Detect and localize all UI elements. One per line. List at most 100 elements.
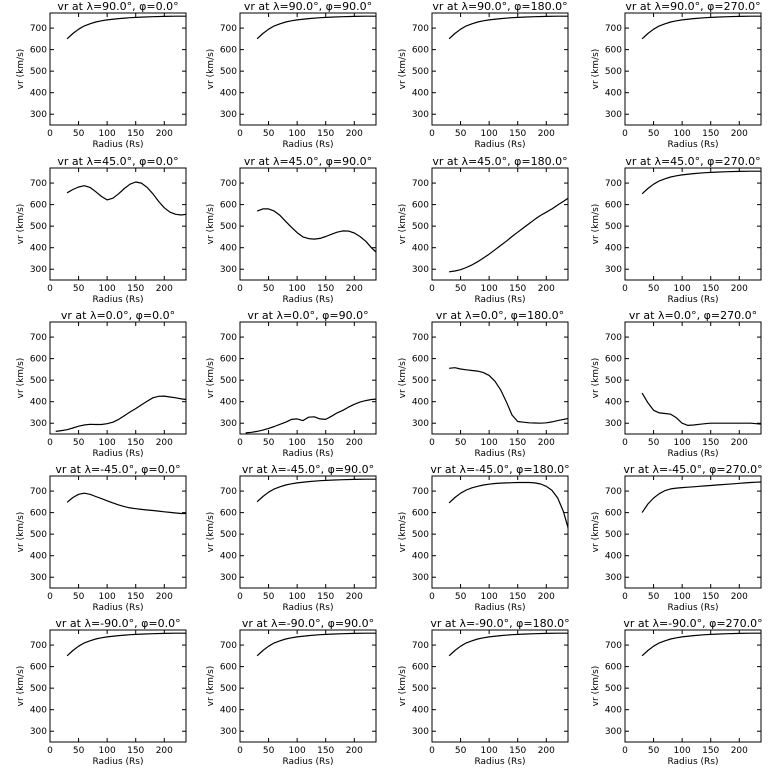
y-tick-label: 300 — [412, 727, 429, 737]
y-tick-label: 600 — [412, 663, 429, 673]
x-tick-label: 50 — [73, 129, 85, 139]
x-tick-label: 100 — [289, 592, 306, 602]
subplot: vr at λ=90.0°, φ=0.0° 0 50 100 150 200 300 400 5… — [16, 0, 187, 150]
y-tick-label: 600 — [605, 201, 622, 211]
y-tick-label: 400 — [30, 244, 47, 254]
x-tick-label: 0 — [622, 129, 628, 139]
x-tick-label: 150 — [702, 592, 719, 602]
subplot: vr at λ=0.0°, φ=90.0° 0 50 100 150 200 300 400 5… — [206, 309, 377, 459]
subplot-title: vr at λ=-90.0°, φ=90.0° — [242, 617, 374, 630]
x-tick-label: 150 — [317, 284, 334, 294]
x-tick-label: 50 — [455, 438, 467, 448]
x-tick-label: 0 — [47, 592, 53, 602]
subplot: vr at λ=45.0°, φ=90.0° 0 50 100 150 200 300 400… — [206, 155, 377, 305]
subplot: vr at λ=45.0°, φ=270.0° 0 50 100 150 200 300 40… — [591, 155, 762, 305]
subplot-title: vr at λ=0.0°, φ=0.0° — [61, 309, 175, 322]
subplot-title: vr at λ=0.0°, φ=270.0° — [629, 309, 757, 322]
y-tick-label: 300 — [220, 419, 237, 429]
y-tick-label: 600 — [30, 201, 47, 211]
x-tick-label: 150 — [127, 129, 144, 139]
x-tick-label: 0 — [47, 129, 53, 139]
y-tick-label: 700 — [220, 333, 237, 343]
y-tick-label: 600 — [605, 663, 622, 673]
x-tick-label: 150 — [127, 284, 144, 294]
series-line — [245, 398, 377, 434]
plot-frame — [239, 629, 377, 743]
y-axis-label: vr (km/s) — [398, 204, 408, 245]
subplot: vr at λ=-45.0°, φ=180.0° 0 50 100 150 200 300 4… — [398, 463, 570, 613]
y-tick-label: 300 — [412, 265, 429, 275]
y-tick-label: 500 — [412, 222, 429, 232]
y-tick-label: 300 — [30, 727, 47, 737]
x-tick-label: 50 — [648, 592, 660, 602]
series-line — [449, 197, 569, 273]
subplot: vr at λ=-45.0°, φ=0.0° 0 50 100 150 200 300 400… — [16, 463, 187, 613]
x-tick-label: 0 — [237, 438, 243, 448]
x-tick-label: 0 — [622, 438, 628, 448]
x-tick-label: 50 — [73, 592, 85, 602]
y-tick-label: 400 — [30, 89, 47, 99]
x-tick-label: 150 — [317, 746, 334, 756]
x-axis-label: Radius (Rs) — [282, 757, 333, 767]
x-axis-label: Radius (Rs) — [474, 757, 525, 767]
x-tick-label: 200 — [538, 284, 555, 294]
x-tick-label: 150 — [702, 438, 719, 448]
subplot: vr at λ=90.0°, φ=270.0° 0 50 100 150 200 300 40… — [591, 0, 762, 150]
plot-frame — [624, 321, 762, 435]
y-tick-label: 500 — [220, 684, 237, 694]
y-tick-label: 600 — [605, 509, 622, 519]
x-tick-label: 0 — [429, 129, 435, 139]
x-axis-label: Radius (Rs) — [667, 295, 718, 305]
y-tick-label: 600 — [412, 201, 429, 211]
y-tick-label: 600 — [605, 46, 622, 56]
series-line — [55, 395, 187, 432]
y-tick-label: 700 — [30, 487, 47, 497]
x-tick-label: 50 — [263, 746, 275, 756]
x-tick-label: 200 — [731, 438, 748, 448]
x-tick-label: 200 — [156, 438, 173, 448]
x-tick-label: 50 — [648, 746, 660, 756]
y-tick-label: 600 — [412, 509, 429, 519]
x-tick-label: 100 — [674, 592, 691, 602]
plot-frame — [49, 475, 187, 589]
subplot-title: vr at λ=-45.0°, φ=0.0° — [55, 463, 180, 476]
x-tick-label: 200 — [346, 592, 363, 602]
y-tick-label: 600 — [220, 509, 237, 519]
y-axis-label: vr (km/s) — [16, 49, 26, 90]
y-tick-label: 700 — [605, 24, 622, 34]
series-line — [641, 392, 762, 426]
y-tick-label: 600 — [220, 355, 237, 365]
y-tick-label: 600 — [30, 663, 47, 673]
subplot-title: vr at λ=-90.0°, φ=180.0° — [430, 617, 569, 630]
x-tick-label: 100 — [99, 438, 116, 448]
x-axis-label: Radius (Rs) — [92, 449, 143, 459]
x-tick-label: 0 — [237, 592, 243, 602]
x-tick-label: 150 — [509, 438, 526, 448]
x-tick-label: 50 — [73, 438, 85, 448]
series-line — [66, 181, 187, 216]
x-tick-label: 100 — [99, 592, 116, 602]
x-tick-label: 200 — [538, 438, 555, 448]
y-tick-label: 400 — [220, 89, 237, 99]
x-tick-label: 0 — [47, 438, 53, 448]
x-tick-label: 150 — [509, 746, 526, 756]
x-tick-label: 50 — [263, 592, 275, 602]
x-tick-label: 50 — [648, 438, 660, 448]
x-tick-label: 200 — [156, 284, 173, 294]
x-tick-label: 0 — [622, 592, 628, 602]
subplot: vr at λ=90.0°, φ=90.0° 0 50 100 150 200 300 400… — [206, 0, 377, 150]
x-axis-label: Radius (Rs) — [282, 140, 333, 150]
x-axis-label: Radius (Rs) — [667, 757, 718, 767]
y-tick-label: 500 — [30, 376, 47, 386]
y-tick-label: 300 — [605, 265, 622, 275]
y-tick-label: 300 — [30, 265, 47, 275]
plot-frame — [431, 167, 569, 281]
y-tick-label: 500 — [412, 530, 429, 540]
series-line — [448, 632, 568, 657]
series-line — [448, 15, 568, 40]
x-tick-label: 50 — [648, 129, 660, 139]
y-tick-label: 500 — [605, 376, 622, 386]
x-tick-label: 200 — [538, 746, 555, 756]
plot-frame — [49, 629, 187, 743]
subplot: vr at λ=-90.0°, φ=270.0° 0 50 100 150 200 300 4… — [591, 617, 763, 767]
